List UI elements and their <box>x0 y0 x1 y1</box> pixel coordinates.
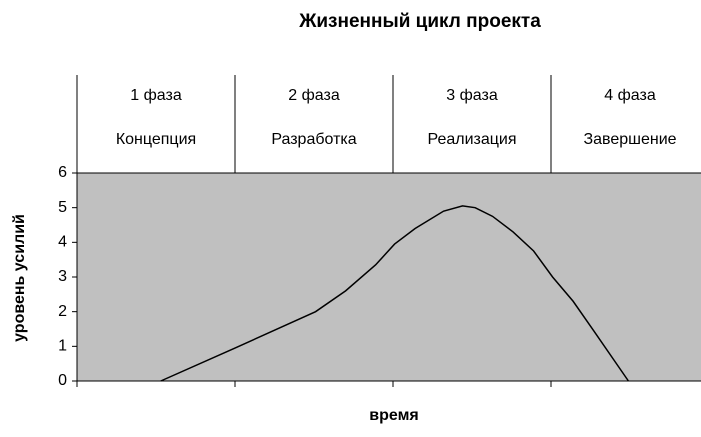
y-axis-label: уровень усилий <box>11 214 28 342</box>
phase-name: Завершение <box>583 131 676 148</box>
y-tick-label: 5 <box>58 199 67 216</box>
phase-number: 2 фаза <box>288 87 340 104</box>
y-tick-label: 4 <box>58 234 67 251</box>
y-tick-label: 6 <box>58 164 67 181</box>
phase-name: Разработка <box>271 131 356 148</box>
line-series <box>160 205 630 382</box>
phase-name: Концепция <box>116 131 196 148</box>
phase-name: Реализация <box>427 131 516 148</box>
phase-number: 4 фаза <box>604 87 656 104</box>
y-tick-label: 3 <box>58 268 67 285</box>
y-tick-label: 2 <box>58 303 67 320</box>
phase-number: 3 фаза <box>446 87 498 104</box>
x-axis-label: время <box>369 407 418 424</box>
y-tick-label: 1 <box>58 338 67 355</box>
y-tick-label: 0 <box>58 372 67 389</box>
chart-title: Жизненный цикл проекта <box>298 11 541 32</box>
plot-area <box>76 172 701 382</box>
phase-number: 1 фаза <box>130 87 182 104</box>
